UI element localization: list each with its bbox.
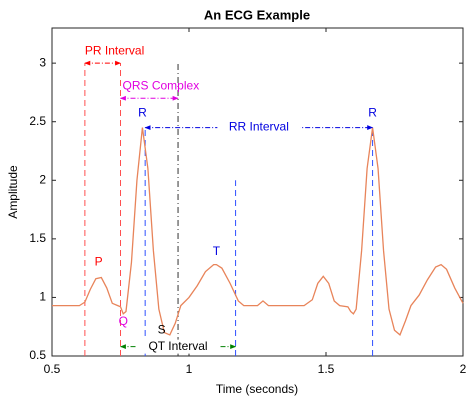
y-tick-label: 1 xyxy=(39,290,46,304)
plot-area xyxy=(51,27,464,357)
interval-label: RR Interval xyxy=(229,120,289,134)
x-tick-label: 2 xyxy=(460,362,467,376)
label-bg xyxy=(136,339,220,354)
y-axis-label: Amplitude xyxy=(6,165,20,219)
point-label: R xyxy=(368,106,377,120)
x-tick-label: 1.5 xyxy=(318,362,335,376)
chart-title: An ECG Example xyxy=(204,7,310,22)
point-label: Q xyxy=(119,314,128,328)
ecg-line xyxy=(52,127,464,337)
point-label: R xyxy=(138,106,147,120)
label-bg xyxy=(217,120,301,135)
point-label: P xyxy=(95,254,103,268)
x-tick-label: 0.5 xyxy=(44,362,61,376)
point-label: S xyxy=(158,322,166,336)
interval-label: QT Interval xyxy=(148,339,207,353)
y-tick-label: 0.5 xyxy=(29,348,46,362)
y-tick-label: 3 xyxy=(39,55,46,69)
point-label: T xyxy=(213,244,221,258)
x-axis-label: Time (seconds) xyxy=(216,382,298,396)
y-tick-label: 2.5 xyxy=(29,114,46,128)
y-tick-label: 1.5 xyxy=(29,231,46,245)
interval-label: PR Interval xyxy=(85,43,144,57)
interval-label: QRS Complex xyxy=(123,78,200,92)
x-tick-label: 1 xyxy=(186,362,193,376)
y-tick-label: 2 xyxy=(39,172,46,186)
